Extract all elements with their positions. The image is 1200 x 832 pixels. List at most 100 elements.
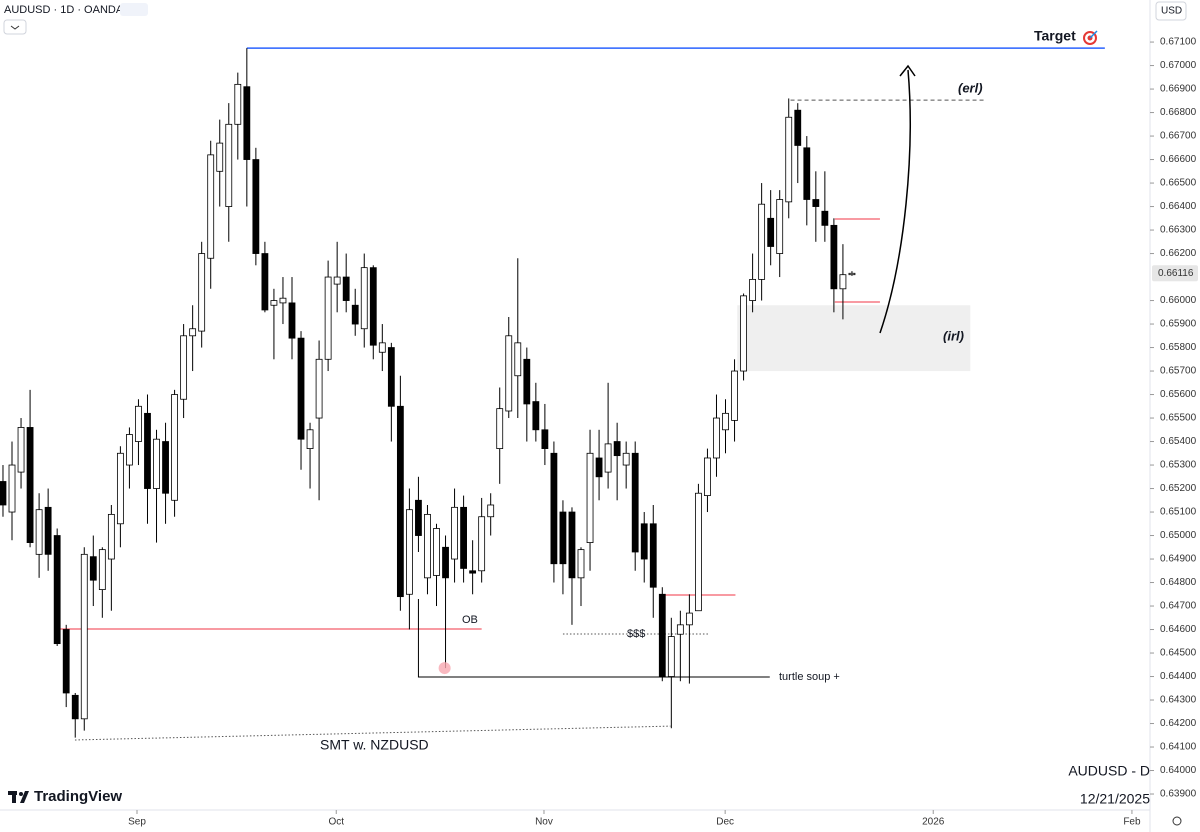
candle-down xyxy=(62,629,70,694)
y-tick-label: 0.65900 xyxy=(1160,319,1197,330)
candle-down xyxy=(613,441,621,457)
y-tick-label: 0.65500 xyxy=(1160,413,1197,424)
candle-up xyxy=(749,278,757,301)
candle-up xyxy=(604,443,612,473)
x-tick-label: Feb xyxy=(1123,817,1141,828)
candle-up xyxy=(126,434,133,466)
candle-down xyxy=(243,86,251,160)
candle-down xyxy=(369,267,377,346)
y-tick-label: 0.67000 xyxy=(1160,60,1197,71)
symbol-header: AUDUSD · 1D · OANDA xyxy=(4,4,124,16)
candle-down xyxy=(568,511,576,579)
settings-icon[interactable] xyxy=(1172,816,1182,826)
candle-down xyxy=(342,276,350,301)
candle-up xyxy=(270,300,278,306)
y-tick-label: 0.65200 xyxy=(1160,483,1197,494)
y-tick-label: 0.65100 xyxy=(1160,507,1197,518)
candle-up xyxy=(216,142,224,172)
candle-up xyxy=(17,427,25,473)
y-tick-label: 0.65300 xyxy=(1160,460,1197,471)
y-tick-label: 0.64300 xyxy=(1160,695,1197,706)
candle-up xyxy=(722,412,729,431)
candle-down xyxy=(415,499,422,536)
irl-zone xyxy=(737,305,971,372)
candle-down xyxy=(0,481,7,506)
candle-up xyxy=(667,636,675,677)
y-tick-label: 0.66700 xyxy=(1160,131,1197,142)
candle-down xyxy=(469,570,477,574)
candle-up xyxy=(80,553,88,720)
y-tick-label: 0.64700 xyxy=(1160,601,1197,612)
candle-up xyxy=(35,509,43,555)
candle-down xyxy=(532,401,540,431)
candle-down xyxy=(26,427,34,543)
candle-down xyxy=(541,429,549,449)
currency-box[interactable] xyxy=(1155,1,1187,21)
candle-up xyxy=(180,335,188,400)
candle-down xyxy=(658,593,666,677)
x-tick-label: Dec xyxy=(716,817,734,828)
tv-logo xyxy=(8,791,29,803)
candle-down xyxy=(559,511,567,565)
y-tick-label: 0.66900 xyxy=(1160,84,1197,95)
candle-up xyxy=(577,549,585,579)
candle-up xyxy=(676,624,684,635)
candle-up xyxy=(360,267,368,330)
currency: USD xyxy=(1161,6,1182,17)
candle-down xyxy=(297,337,305,440)
candle-up xyxy=(713,417,720,459)
watermark-date: 12/21/2025 xyxy=(1080,791,1150,807)
candle-up xyxy=(8,464,16,513)
candle-up xyxy=(324,276,332,360)
plot-area xyxy=(0,47,1105,741)
y-tick-label: 0.64800 xyxy=(1160,577,1197,588)
candle-up xyxy=(685,612,693,626)
y-tick-label: 0.65400 xyxy=(1160,436,1197,447)
y-tick-label: 0.66500 xyxy=(1160,178,1197,189)
arrow-head xyxy=(899,64,916,77)
candle-down xyxy=(803,147,811,200)
candle-up xyxy=(107,513,115,560)
annotation: turtle soup + xyxy=(779,671,840,683)
candle-down xyxy=(387,347,395,407)
candle-up xyxy=(135,405,142,442)
candle-up xyxy=(225,123,233,207)
last-price-label: 0.66116 xyxy=(1158,268,1194,279)
candle-up xyxy=(171,394,178,501)
candle-up xyxy=(279,297,287,304)
y-tick-label: 0.64500 xyxy=(1160,648,1197,659)
candle-up xyxy=(514,342,522,377)
y-tick-label: 0.64400 xyxy=(1160,671,1197,682)
candle-down xyxy=(767,217,775,247)
candle-up xyxy=(315,358,323,419)
candle-up xyxy=(758,203,766,280)
y-tick-label: 0.65000 xyxy=(1160,530,1197,541)
candle-down xyxy=(53,535,61,645)
candle-down xyxy=(523,358,531,405)
candle-down xyxy=(288,302,296,339)
arrow xyxy=(879,69,911,334)
y-tick-label: 0.65600 xyxy=(1160,389,1197,400)
candle-up xyxy=(695,492,702,612)
candle-up xyxy=(306,429,314,449)
candle-down xyxy=(830,224,838,290)
candle-up xyxy=(785,116,793,203)
candle-down xyxy=(550,452,558,565)
candle-up xyxy=(704,457,711,496)
y-tick-label: 0.66300 xyxy=(1160,225,1197,236)
collapse-button[interactable] xyxy=(3,19,27,35)
y-tick-label: 0.64600 xyxy=(1160,624,1197,635)
candle-up xyxy=(98,549,106,590)
last-price-box xyxy=(1152,265,1198,282)
watermark-symbol: AUDUSD - D xyxy=(1068,763,1150,779)
candle-down xyxy=(396,405,404,598)
y-tick-label: 0.64000 xyxy=(1160,765,1197,776)
candle-up xyxy=(848,272,856,276)
candle-down xyxy=(812,199,820,207)
candle-down xyxy=(252,159,260,254)
candle-down xyxy=(640,523,648,560)
candle-up xyxy=(776,199,784,254)
candle-up xyxy=(586,452,594,543)
y-tick-label: 0.64900 xyxy=(1160,554,1197,565)
